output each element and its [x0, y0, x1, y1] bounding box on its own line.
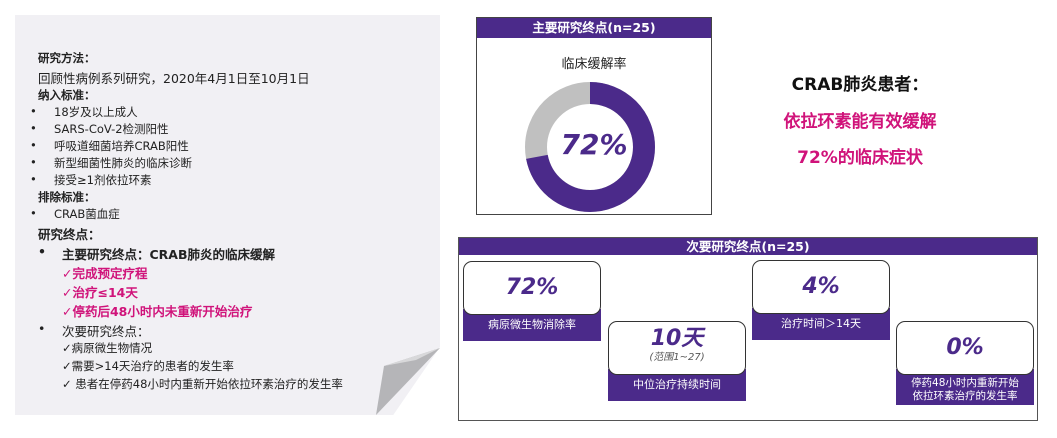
primary-endpoint-header: 主要研究终点(n=25): [477, 18, 711, 38]
method-title: 研究方法：: [38, 51, 96, 65]
page-fold-icon: [376, 348, 440, 415]
metric-value: 72%: [463, 261, 601, 315]
secondary-endpoint: 次要研究终点：: [38, 321, 149, 340]
conclusion-line: 依拉环素能有效缓解: [783, 112, 937, 132]
secondary-item: ✓需要>14天治疗的患者的发生率: [62, 359, 234, 373]
secondary-item: ✓病原微生物情况: [62, 341, 153, 355]
donut-value-arc: [525, 82, 655, 212]
primary-criterion: ✓治疗≤14天: [62, 285, 138, 300]
metric-value: 0%: [896, 321, 1034, 375]
metric-value: 10天: [650, 326, 704, 351]
exclusion-item: CRAB菌血症: [30, 206, 120, 222]
method-text: 回顾性病例系列研究，2020年4月1日至10月1日: [38, 71, 310, 86]
primary-endpoint: 主要研究终点：CRAB肺炎的临床缓解: [38, 244, 275, 263]
secondary-endpoint-header: 次要研究终点(n=25): [459, 238, 1037, 255]
secondary-endpoint-box: 次要研究终点(n=25) 72% 病原微生物消除率 10天 (范围1~27) 中…: [458, 237, 1038, 421]
secondary-item: ✓ 患者在停药48小时内重新开始依拉环素治疗的发生率: [62, 377, 343, 391]
inclusion-item: 接受≥1剂依拉环素: [30, 172, 152, 188]
primary-endpoint-box: 主要研究终点(n=25) 临床缓解率 72%: [476, 17, 712, 215]
inclusion-item: 呼吸道细菌培养CRAB阳性: [30, 138, 189, 154]
primary-criterion: ✓停药后48小时内未重新开始治疗: [62, 304, 253, 319]
metric-card: 0% 停药48小时内重新开始依拉环素治疗的发生率: [896, 321, 1034, 405]
metric-range: (范围1~27): [649, 352, 705, 363]
metric-card: 10天 (范围1~27) 中位治疗持续时间: [608, 321, 746, 401]
conclusion-title: CRAB肺炎患者：: [791, 75, 929, 95]
donut-value: 72%: [560, 128, 628, 161]
donut-chart: [525, 82, 655, 212]
metric-value: 4%: [752, 260, 890, 314]
donut-label: 临床缓解率: [561, 57, 627, 72]
metric-card: 72% 病原微生物消除率: [463, 261, 601, 341]
inclusion-item: 18岁及以上成人: [30, 104, 138, 120]
exclusion-title: 排除标准：: [38, 190, 96, 204]
inclusion-item: 新型细菌性肺炎的临床诊断: [30, 155, 192, 171]
inclusion-item: SARS-CoV-2检测阳性: [30, 121, 168, 137]
metric-card: 4% 治疗时间＞14天: [752, 260, 890, 340]
conclusion-line: 72%的临床症状: [797, 148, 923, 168]
metric-label: 停药48小时内重新开始依拉环素治疗的发生率: [896, 369, 1034, 405]
inclusion-title: 纳入标准：: [38, 88, 96, 102]
endpoints-title: 研究终点：: [38, 227, 101, 242]
primary-criterion: ✓完成预定疗程: [62, 266, 148, 281]
